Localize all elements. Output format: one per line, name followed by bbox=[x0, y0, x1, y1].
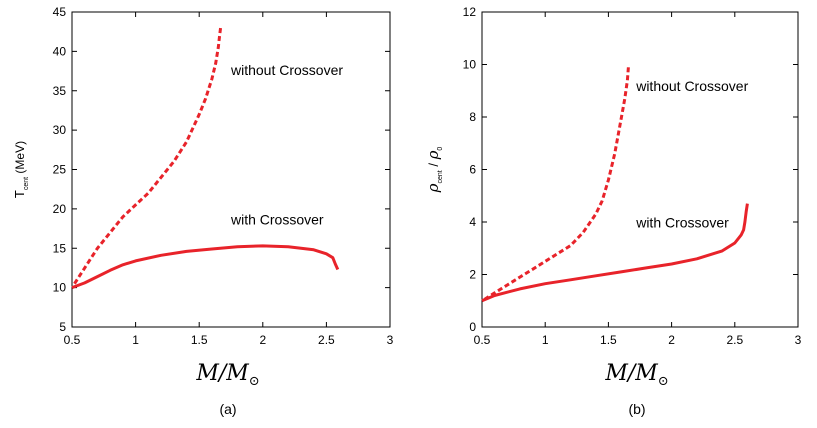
y-tick-label: 5 bbox=[59, 320, 66, 334]
y-tick-label: 45 bbox=[53, 5, 67, 19]
chart-panel-b: 0.5 1 1.5 2 2.5 3 0 2 4 6 8 10 12 without Crossover wi… bbox=[424, 5, 802, 417]
panel-label: (b) bbox=[628, 401, 645, 417]
y-tick-label: 10 bbox=[463, 58, 477, 72]
x-tick-label: 2.5 bbox=[726, 333, 743, 347]
x-tick-label: 3 bbox=[795, 333, 802, 347]
y-tick-label: 2 bbox=[469, 268, 476, 282]
x-axis-label: M/M⊙ bbox=[604, 361, 668, 389]
annotation-with-crossover: with Crossover bbox=[635, 214, 729, 230]
y-axis-label: ρcent / ρ0 bbox=[424, 147, 444, 194]
annotation-without-crossover: without Crossover bbox=[635, 78, 748, 94]
x-tick-label: 1.5 bbox=[600, 333, 617, 347]
y-tick-label: 40 bbox=[53, 44, 67, 58]
y-tick-label: 35 bbox=[53, 84, 67, 98]
y-tick-label: 12 bbox=[463, 5, 477, 19]
y-axis-label: Tcent (MeV) bbox=[12, 141, 30, 198]
x-tick-label: 1 bbox=[132, 333, 139, 347]
y-tick-label: 20 bbox=[53, 202, 67, 216]
y-tick-label: 15 bbox=[53, 241, 67, 255]
y-tick-label: 10 bbox=[53, 281, 67, 295]
y-tick-label: 6 bbox=[469, 163, 476, 177]
x-tick-label: 3 bbox=[387, 333, 394, 347]
y-tick-label: 25 bbox=[53, 163, 67, 177]
annotation-with-crossover: with Crossover bbox=[230, 212, 324, 228]
series-line-with-crossover bbox=[71, 244, 340, 290]
series-line-without-crossover bbox=[483, 64, 631, 301]
panel-label: (a) bbox=[219, 401, 236, 417]
x-tick-label: 2 bbox=[259, 333, 266, 347]
x-tick-label: 2.5 bbox=[318, 333, 335, 347]
series-line-with-crossover bbox=[481, 203, 749, 303]
y-tick-label: 0 bbox=[469, 320, 476, 334]
y-tick-label: 8 bbox=[469, 110, 476, 124]
x-tick-label: 0.5 bbox=[474, 333, 491, 347]
x-tick-label: 0.5 bbox=[64, 333, 81, 347]
x-tick-label: 2 bbox=[668, 333, 675, 347]
y-tick-label: 30 bbox=[53, 123, 67, 137]
x-tick-label: 1 bbox=[542, 333, 549, 347]
series-line-without-crossover bbox=[73, 26, 223, 285]
plot-frame bbox=[71, 11, 391, 328]
annotation-without-crossover: without Crossover bbox=[230, 62, 343, 78]
y-tick-label: 4 bbox=[469, 215, 476, 229]
x-tick-label: 1.5 bbox=[191, 333, 208, 347]
plot-frame bbox=[481, 11, 799, 328]
x-axis-label: M/M⊙ bbox=[195, 361, 259, 389]
